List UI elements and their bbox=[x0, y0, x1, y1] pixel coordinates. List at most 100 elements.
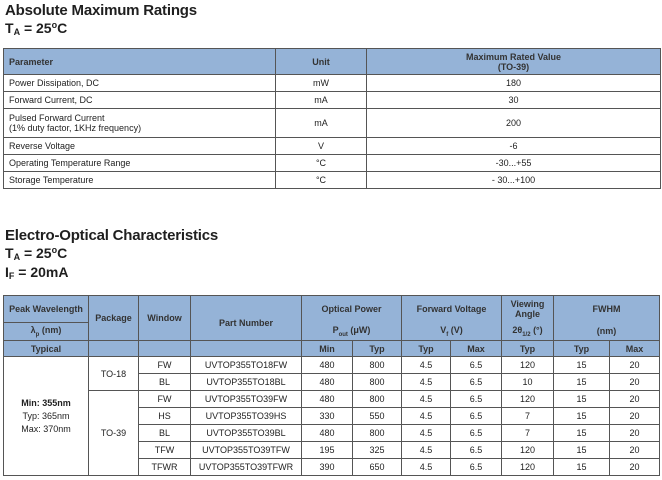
table-row: TFW UVTOP355TO39TFW 195 325 4.5 6.5 120 15 20 bbox=[4, 441, 660, 459]
p-min-cell: 330 bbox=[301, 407, 353, 425]
wavelength-cell: Min: 355nm Typ: 365nm Max: 370nm bbox=[3, 356, 89, 476]
header-lambda: λp (nm) bbox=[3, 322, 89, 341]
table-row: Reverse Voltage V -6 bbox=[3, 137, 661, 155]
part-cell: UVTOP355TO39HS bbox=[190, 407, 302, 425]
header-max-value: Maximum Rated Value (TO-39) bbox=[366, 48, 661, 75]
fwhm-typ-cell: 15 bbox=[553, 373, 610, 391]
package-cell: TO-39 bbox=[88, 390, 139, 476]
parameter-cell: Storage Temperature bbox=[3, 171, 276, 189]
package-cell: TO-18 bbox=[88, 356, 139, 391]
p-min-cell: 480 bbox=[301, 424, 353, 442]
parameter-cell: Power Dissipation, DC bbox=[3, 74, 276, 92]
p-min-cell: 480 bbox=[301, 390, 353, 408]
vf-typ-cell: 4.5 bbox=[401, 373, 451, 391]
window-cell: BL bbox=[138, 424, 191, 442]
window-cell: BL bbox=[138, 373, 191, 391]
fwhm-typ-cell: 15 bbox=[553, 390, 610, 408]
header-max: Max bbox=[609, 340, 660, 357]
fwhm-max-cell: 20 bbox=[609, 356, 660, 374]
header-peak-wavelength: Peak Wavelength bbox=[3, 295, 89, 323]
fwhm-max-cell: 20 bbox=[609, 458, 660, 476]
vf-max-cell: 6.5 bbox=[450, 458, 502, 476]
header-viewing-angle: Viewing Angle bbox=[501, 295, 554, 323]
vf-max-cell: 6.5 bbox=[450, 424, 502, 442]
window-cell: HS bbox=[138, 407, 191, 425]
vf-typ-cell: 4.5 bbox=[401, 424, 451, 442]
header-part-number: Part Number bbox=[190, 295, 302, 341]
unit-cell: mW bbox=[275, 74, 367, 92]
unit-cell: mA bbox=[275, 91, 367, 109]
angle-cell: 120 bbox=[501, 356, 554, 374]
header-package: Package bbox=[88, 295, 139, 341]
header-min: Min bbox=[301, 340, 353, 357]
header-typ: Typ bbox=[401, 340, 451, 357]
header-typical: Typical bbox=[3, 340, 89, 357]
part-cell: UVTOP355TO18FW bbox=[190, 356, 302, 374]
part-cell: UVTOP355TO39FW bbox=[190, 390, 302, 408]
p-typ-cell: 800 bbox=[352, 424, 402, 442]
section-title-absolute-max: Absolute Maximum Ratings bbox=[5, 2, 197, 19]
window-cell: TFWR bbox=[138, 458, 191, 476]
vf-typ-cell: 4.5 bbox=[401, 407, 451, 425]
parameter-cell: Reverse Voltage bbox=[3, 137, 276, 155]
p-typ-cell: 325 bbox=[352, 441, 402, 459]
p-min-cell: 195 bbox=[301, 441, 353, 459]
fwhm-typ-cell: 15 bbox=[553, 407, 610, 425]
p-min-cell: 480 bbox=[301, 356, 353, 374]
fwhm-max-cell: 20 bbox=[609, 373, 660, 391]
header-unit: Unit bbox=[275, 48, 367, 75]
value-cell: -30...+55 bbox=[366, 154, 661, 172]
header-window: Window bbox=[138, 295, 191, 341]
fwhm-max-cell: 20 bbox=[609, 441, 660, 459]
header-pout: Pout (μW) bbox=[301, 322, 402, 341]
vf-max-cell: 6.5 bbox=[450, 390, 502, 408]
temperature-condition: TA = 25oC bbox=[5, 20, 68, 37]
unit-cell: V bbox=[275, 137, 367, 155]
angle-cell: 120 bbox=[501, 441, 554, 459]
table-header-row: Peak Wavelength Package Window Part Numb… bbox=[3, 295, 660, 341]
fwhm-typ-cell: 15 bbox=[553, 356, 610, 374]
part-cell: UVTOP355TO39TFWR bbox=[190, 458, 302, 476]
header-forward-voltage: Forward Voltage bbox=[401, 295, 502, 323]
angle-cell: 120 bbox=[501, 458, 554, 476]
table-row: Operating Temperature Range °C -30...+55 bbox=[3, 154, 661, 172]
p-typ-cell: 800 bbox=[352, 390, 402, 408]
p-min-cell: 390 bbox=[301, 458, 353, 476]
unit-cell: °C bbox=[275, 171, 367, 189]
p-typ-cell: 800 bbox=[352, 373, 402, 391]
vf-max-cell: 6.5 bbox=[450, 407, 502, 425]
vf-typ-cell: 4.5 bbox=[401, 458, 451, 476]
window-cell: FW bbox=[138, 356, 191, 374]
window-cell: TFW bbox=[138, 441, 191, 459]
p-typ-cell: 800 bbox=[352, 356, 402, 374]
vf-typ-cell: 4.5 bbox=[401, 441, 451, 459]
angle-cell: 10 bbox=[501, 373, 554, 391]
header-typ: Typ bbox=[352, 340, 402, 357]
absolute-max-ratings-table: Parameter Unit Maximum Rated Value (TO-39… bbox=[3, 48, 661, 189]
angle-cell: 7 bbox=[501, 424, 554, 442]
fwhm-max-cell: 20 bbox=[609, 424, 660, 442]
table-row: Storage Temperature °C - 30...+100 bbox=[3, 171, 661, 189]
header-fwhm-unit: (nm) bbox=[553, 322, 660, 341]
current-condition: IF = 20mA bbox=[5, 264, 69, 281]
value-cell: -6 bbox=[366, 137, 661, 155]
table-row: TFWR UVTOP355TO39TFWR 390 650 4.5 6.5 120 15 20 bbox=[4, 458, 660, 476]
temperature-condition: TA = 25oC bbox=[5, 245, 68, 262]
parameter-cell: Pulsed Forward Current (1% duty factor, 1… bbox=[3, 108, 276, 138]
header-typ: Typ bbox=[501, 340, 554, 357]
fwhm-max-cell: 20 bbox=[609, 390, 660, 408]
table-row: Pulsed Forward Current (1% duty factor, 1… bbox=[3, 108, 661, 138]
unit-cell: mA bbox=[275, 108, 367, 138]
header-fwhm: FWHM bbox=[553, 295, 660, 323]
unit-cell: °C bbox=[275, 154, 367, 172]
p-min-cell: 480 bbox=[301, 373, 353, 391]
window-cell: FW bbox=[138, 390, 191, 408]
header-theta: 2θ1/2 (°) bbox=[501, 322, 554, 341]
angle-cell: 7 bbox=[501, 407, 554, 425]
header-parameter: Parameter bbox=[3, 48, 276, 75]
table-header-row: λp (nm) Pout (μW) Vf (V) 2θ1/2 (°) (nm) bbox=[3, 322, 660, 341]
value-cell: 200 bbox=[366, 108, 661, 138]
header-typ: Typ bbox=[553, 340, 610, 357]
section-title-electro-optical: Electro-Optical Characteristics bbox=[5, 227, 219, 244]
table-row: Forward Current, DC mA 30 bbox=[3, 91, 661, 109]
